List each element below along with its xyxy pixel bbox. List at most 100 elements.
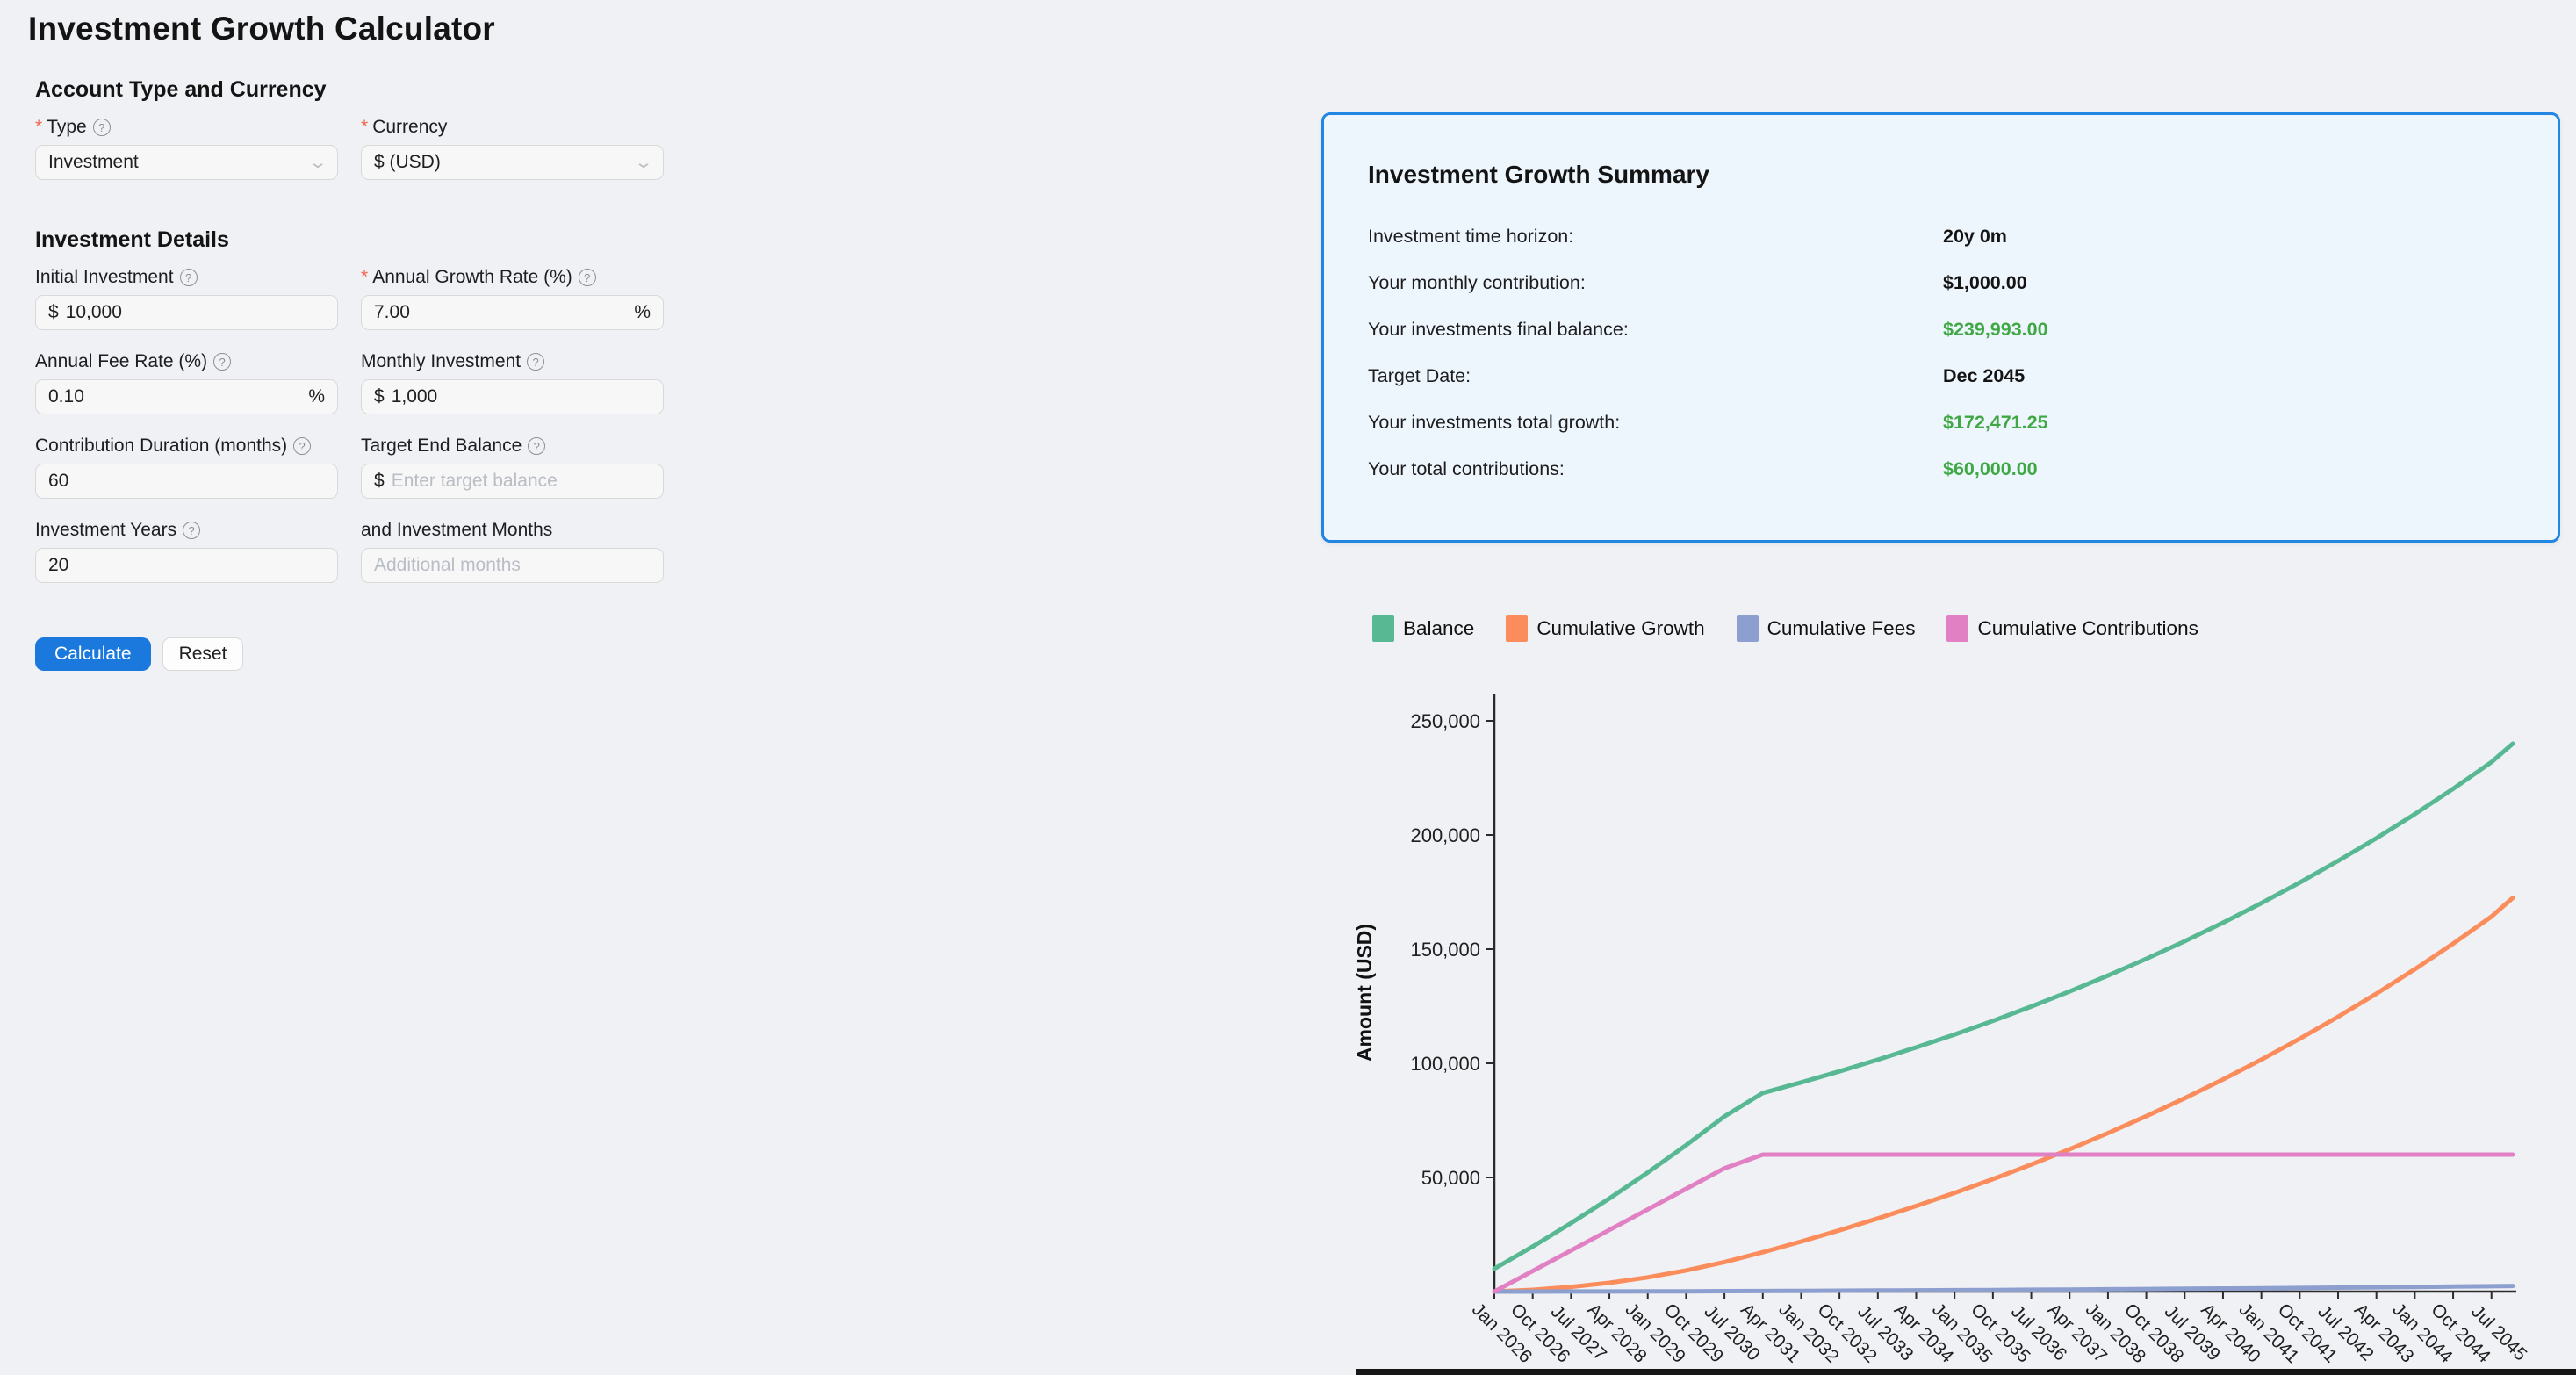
field-contribution-duration: Contribution Duration (months)? bbox=[35, 436, 338, 499]
currency-prefix: $ bbox=[374, 386, 385, 407]
investment-months-input[interactable] bbox=[374, 555, 651, 576]
investment-months-field[interactable] bbox=[361, 548, 664, 583]
summary-row: Your investments total growth: $172,471.2… bbox=[1368, 400, 2514, 446]
legend-swatch bbox=[1372, 615, 1394, 642]
y-tick-label: 250,000 bbox=[1410, 710, 1480, 732]
monthly-investment-field[interactable]: $ bbox=[361, 379, 664, 414]
chart-legend: Balance Cumulative Growth Cumulative Fees C… bbox=[1372, 615, 2198, 642]
help-icon[interactable]: ? bbox=[293, 437, 312, 455]
section-heading: Investment Details bbox=[35, 227, 229, 252]
investment-years-field[interactable] bbox=[35, 548, 338, 583]
field-investment-years: Investment Years? bbox=[35, 520, 338, 583]
percent-suffix: % bbox=[634, 302, 651, 322]
fields-grid: * Type? Investment ⌄ * Currency $ (USD) ⌄ bbox=[35, 117, 667, 201]
summary-row-value: 20y 0m bbox=[1943, 226, 2007, 247]
percent-suffix: % bbox=[308, 386, 325, 407]
legend-item-balance[interactable]: Balance bbox=[1372, 615, 1474, 642]
field-label: * Type? bbox=[35, 117, 338, 138]
field-label: Target End Balance? bbox=[361, 436, 664, 457]
summary-row: Your investments final balance: $239,993.… bbox=[1368, 306, 2514, 353]
field-target-end-balance: Target End Balance? $ bbox=[361, 436, 664, 499]
field-label-text: Investment Years bbox=[35, 520, 177, 540]
legend-item-cumulative-contributions[interactable]: Cumulative Contributions bbox=[1946, 615, 2198, 642]
field-label-text: Currency bbox=[372, 117, 448, 137]
annual-growth-rate-input[interactable] bbox=[374, 302, 628, 323]
series-line-balance bbox=[1492, 741, 2515, 1271]
chevron-down-icon: ⌄ bbox=[307, 153, 328, 172]
currency-select[interactable]: $ (USD) ⌄ bbox=[361, 145, 664, 180]
annual-fee-rate-field[interactable]: % bbox=[35, 379, 338, 414]
summary-row-label: Your monthly contribution: bbox=[1368, 272, 1586, 293]
help-icon[interactable]: ? bbox=[92, 119, 111, 136]
reset-button[interactable]: Reset bbox=[162, 637, 244, 671]
summary-row: Your monthly contribution: $1,000.00 bbox=[1368, 260, 2514, 306]
target-end-balance-field[interactable]: $ bbox=[361, 464, 664, 499]
initial-investment-field[interactable]: $ bbox=[35, 295, 338, 330]
legend-item-cumulative-fees[interactable]: Cumulative Fees bbox=[1736, 615, 1915, 642]
field-label-text: and Investment Months bbox=[361, 520, 553, 540]
field-label: Annual Fee Rate (%)? bbox=[35, 351, 338, 372]
help-icon[interactable]: ? bbox=[213, 353, 232, 371]
summary-rows: Investment time horizon: 20y 0m Your month… bbox=[1368, 213, 2514, 493]
help-icon[interactable]: ? bbox=[527, 353, 545, 371]
summary-title: Investment Growth Summary bbox=[1368, 161, 1709, 188]
table-top-edge bbox=[1356, 1369, 2576, 1375]
help-icon[interactable]: ? bbox=[183, 522, 201, 539]
help-icon[interactable]: ? bbox=[528, 437, 546, 455]
annual-growth-rate-field[interactable]: % bbox=[361, 295, 664, 330]
field-label: Contribution Duration (months)? bbox=[35, 436, 338, 457]
investment-growth-summary-card: Investment Growth Summary Investment tim… bbox=[1321, 112, 2560, 543]
help-icon[interactable]: ? bbox=[179, 269, 198, 286]
select-value: $ (USD) bbox=[374, 152, 441, 172]
field-label: and Investment Months bbox=[361, 520, 664, 541]
currency-prefix: $ bbox=[374, 471, 385, 491]
required-asterisk: * bbox=[361, 267, 369, 287]
field-label-text: Contribution Duration (months) bbox=[35, 436, 288, 456]
series-line-cumulative-fees bbox=[1492, 1284, 2515, 1294]
required-asterisk: * bbox=[35, 117, 43, 137]
summary-row-value: $239,993.00 bbox=[1943, 319, 2048, 340]
field-annual-growth-rate: *Annual Growth Rate (%)?% bbox=[361, 267, 664, 330]
legend-label: Cumulative Growth bbox=[1536, 616, 1705, 639]
summary-row-value: $60,000.00 bbox=[1943, 458, 2038, 479]
field-label: * Currency bbox=[361, 117, 664, 138]
summary-row-label: Your investments final balance: bbox=[1368, 319, 1629, 340]
field-type: * Type? Investment ⌄ bbox=[35, 117, 338, 180]
summary-row-label: Investment time horizon: bbox=[1368, 226, 1574, 247]
field-currency: * Currency $ (USD) ⌄ bbox=[361, 117, 664, 180]
calculate-button[interactable]: Calculate bbox=[35, 637, 151, 671]
form-actions: Calculate Reset bbox=[35, 637, 667, 671]
field-monthly-investment: Monthly Investment? $ bbox=[361, 351, 664, 414]
field-label: * Annual Growth Rate (%)? bbox=[361, 267, 664, 288]
field-initial-investment: Initial Investment? $ bbox=[35, 267, 338, 330]
legend-swatch bbox=[1946, 615, 1969, 642]
legend-item-cumulative-growth[interactable]: Cumulative Growth bbox=[1506, 615, 1705, 642]
summary-row: Investment time horizon: 20y 0m bbox=[1368, 213, 2514, 260]
series-line-cumulative-contributions bbox=[1492, 1152, 2515, 1294]
initial-investment-input[interactable] bbox=[65, 302, 325, 323]
target-end-balance-input[interactable] bbox=[391, 471, 651, 492]
field-annual-fee-rate: Annual Fee Rate (%)?% bbox=[35, 351, 338, 414]
chevron-down-icon: ⌄ bbox=[633, 153, 654, 172]
summary-row-label: Your total contributions: bbox=[1368, 458, 1565, 479]
y-tick-label: 150,000 bbox=[1410, 939, 1480, 961]
investment-years-input[interactable] bbox=[48, 555, 325, 576]
select-value: Investment bbox=[48, 152, 139, 172]
field-label: Monthly Investment? bbox=[361, 351, 664, 372]
help-icon[interactable]: ? bbox=[578, 269, 596, 286]
contribution-duration-field[interactable] bbox=[35, 464, 338, 499]
field-label-text: Type bbox=[47, 117, 87, 137]
type-select[interactable]: Investment ⌄ bbox=[35, 145, 338, 180]
summary-row-value: $1,000.00 bbox=[1943, 272, 2027, 293]
section-heading: Account Type and Currency bbox=[35, 77, 327, 102]
legend-swatch bbox=[1506, 615, 1529, 642]
summary-row-label: Your investments total growth: bbox=[1368, 412, 1621, 433]
growth-chart: 50,000 100,000 150,000 200,000 250,000 Amount… bbox=[1353, 694, 2531, 1367]
annual-fee-rate-input[interactable] bbox=[48, 386, 302, 407]
contribution-duration-input[interactable] bbox=[48, 471, 325, 492]
monthly-investment-input[interactable] bbox=[391, 386, 651, 407]
page-title: Investment Growth Calculator bbox=[28, 11, 495, 47]
field-label: Initial Investment? bbox=[35, 267, 338, 288]
calculator-form: Investment Growth Calculator Account Typ… bbox=[28, 11, 667, 671]
